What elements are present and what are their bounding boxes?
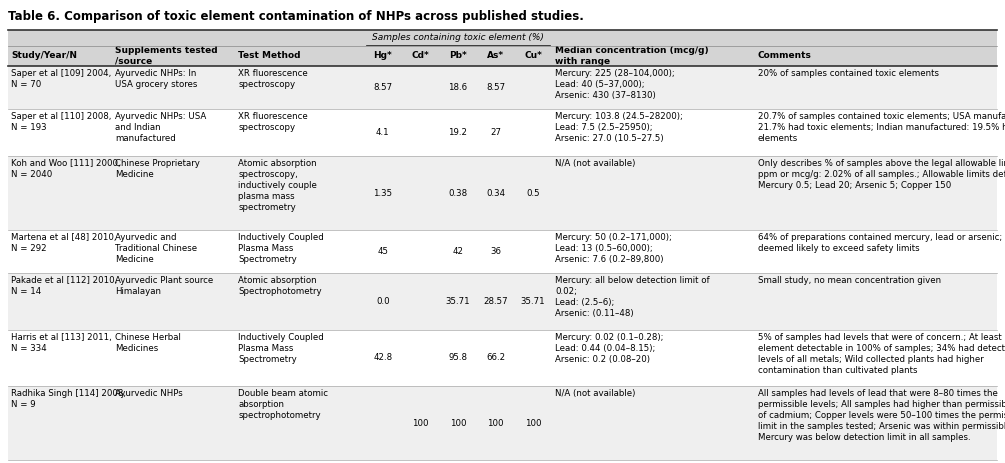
Text: 100: 100 bbox=[487, 419, 504, 427]
Text: Comments: Comments bbox=[758, 51, 812, 61]
Text: Cd*: Cd* bbox=[411, 51, 429, 61]
Text: XR fluorescence
spectroscopy: XR fluorescence spectroscopy bbox=[238, 112, 309, 132]
Text: Double beam atomic
absorption
spectrophotometry: Double beam atomic absorption spectropho… bbox=[238, 389, 329, 420]
Text: 4.1: 4.1 bbox=[376, 128, 390, 137]
Text: 0.0: 0.0 bbox=[376, 297, 390, 306]
Text: Only describes % of samples above the legal allowable limits in
ppm or mcg/g: 2.: Only describes % of samples above the le… bbox=[758, 159, 1005, 190]
Text: Atomic absorption
Spectrophotometry: Atomic absorption Spectrophotometry bbox=[238, 276, 322, 296]
Text: 42: 42 bbox=[452, 247, 463, 256]
Text: Mercury: 225 (28–104,000);
Lead: 40 (5–37,000);
Arsenic: 430 (37–8130): Mercury: 225 (28–104,000); Lead: 40 (5–3… bbox=[555, 69, 674, 100]
Text: Koh and Woo [111] 2000,
N = 2040: Koh and Woo [111] 2000, N = 2040 bbox=[11, 159, 121, 179]
Bar bbox=[8, 230, 997, 273]
Text: Pb*: Pb* bbox=[449, 51, 467, 61]
Text: Hg*: Hg* bbox=[374, 51, 392, 61]
Bar bbox=[8, 330, 997, 386]
Text: 35.71: 35.71 bbox=[445, 297, 470, 306]
Text: Table 6. Comparison of toxic element contamination of NHPs across published stud: Table 6. Comparison of toxic element con… bbox=[8, 10, 584, 23]
Text: 66.2: 66.2 bbox=[486, 353, 506, 363]
Text: 95.8: 95.8 bbox=[448, 353, 467, 363]
Text: Mercury: 103.8 (24.5–28200);
Lead: 7.5 (2.5–25950);
Arsenic: 27.0 (10.5–27.5): Mercury: 103.8 (24.5–28200); Lead: 7.5 (… bbox=[555, 112, 682, 143]
Text: Samples containing toxic element (%): Samples containing toxic element (%) bbox=[372, 33, 544, 43]
Text: 100: 100 bbox=[525, 419, 542, 427]
Text: Saper et al [110] 2008,
N = 193: Saper et al [110] 2008, N = 193 bbox=[11, 112, 112, 132]
Text: N/A (not available): N/A (not available) bbox=[555, 159, 635, 168]
Text: Supplements tested
/source: Supplements tested /source bbox=[115, 46, 217, 66]
Text: Pakade et al [112] 2010,
N = 14: Pakade et al [112] 2010, N = 14 bbox=[11, 276, 118, 296]
Text: Martena et al [48] 2010,
N = 292: Martena et al [48] 2010, N = 292 bbox=[11, 233, 117, 253]
Text: Chinese Proprietary
Medicine: Chinese Proprietary Medicine bbox=[115, 159, 200, 179]
Text: Atomic absorption
spectroscopy,
inductively couple
plasma mass
spectrometry: Atomic absorption spectroscopy, inductiv… bbox=[238, 159, 318, 213]
Text: Ayurvedic and
Traditional Chinese
Medicine: Ayurvedic and Traditional Chinese Medici… bbox=[115, 233, 197, 264]
Bar bbox=[8, 273, 997, 330]
Bar bbox=[8, 156, 997, 230]
Text: 0.5: 0.5 bbox=[527, 188, 540, 198]
Text: 5% of samples had levels that were of concern.; At least one toxic
element detec: 5% of samples had levels that were of co… bbox=[758, 332, 1005, 375]
Text: 100: 100 bbox=[450, 419, 466, 427]
Text: 19.2: 19.2 bbox=[448, 128, 467, 137]
Text: 27: 27 bbox=[490, 128, 501, 137]
Text: 64% of preparations contained mercury, lead or arsenic; 20% were
deemed likely t: 64% of preparations contained mercury, l… bbox=[758, 233, 1005, 253]
Text: 42.8: 42.8 bbox=[373, 353, 392, 363]
Text: Inductively Coupled
Plasma Mass
Spectrometry: Inductively Coupled Plasma Mass Spectrom… bbox=[238, 233, 325, 264]
Text: Chinese Herbal
Medicines: Chinese Herbal Medicines bbox=[115, 332, 181, 353]
Bar bbox=[8, 386, 997, 460]
Text: Median concentration (mcg/g)
with range: Median concentration (mcg/g) with range bbox=[555, 46, 709, 66]
Bar bbox=[8, 30, 997, 66]
Text: 0.34: 0.34 bbox=[486, 188, 506, 198]
Text: 35.71: 35.71 bbox=[521, 297, 546, 306]
Text: Mercury: 50 (0.2–171,000);
Lead: 13 (0.5–60,000);
Arsenic: 7.6 (0.2–89,800): Mercury: 50 (0.2–171,000); Lead: 13 (0.5… bbox=[555, 233, 671, 264]
Text: As*: As* bbox=[487, 51, 505, 61]
Text: 20% of samples contained toxic elements: 20% of samples contained toxic elements bbox=[758, 69, 939, 78]
Text: 8.57: 8.57 bbox=[373, 83, 392, 92]
Text: Ayurvedic NHPs: Ayurvedic NHPs bbox=[115, 389, 183, 398]
Text: 45: 45 bbox=[377, 247, 388, 256]
Text: 20.7% of samples contained toxic elements; USA manufactured:
21.7% had toxic ele: 20.7% of samples contained toxic element… bbox=[758, 112, 1005, 143]
Text: Cu*: Cu* bbox=[525, 51, 542, 61]
Text: Radhika Singh [114] 2008,
N = 9: Radhika Singh [114] 2008, N = 9 bbox=[11, 389, 126, 409]
Text: Ayurvedic NHPs: USA
and Indian
manufactured: Ayurvedic NHPs: USA and Indian manufactu… bbox=[115, 112, 206, 143]
Text: 18.6: 18.6 bbox=[448, 83, 467, 92]
Bar bbox=[8, 66, 997, 109]
Text: Ayurvedic NHPs: In
USA grocery stores: Ayurvedic NHPs: In USA grocery stores bbox=[115, 69, 197, 89]
Text: XR fluorescence
spectroscopy: XR fluorescence spectroscopy bbox=[238, 69, 309, 89]
Text: 36: 36 bbox=[490, 247, 501, 256]
Text: 1.35: 1.35 bbox=[373, 188, 392, 198]
Text: 8.57: 8.57 bbox=[486, 83, 506, 92]
Text: 0.38: 0.38 bbox=[448, 188, 467, 198]
Text: Mercury: all below detection limit of
0.02;
Lead: (2.5–6);
Arsenic: (0.11–48): Mercury: all below detection limit of 0.… bbox=[555, 276, 710, 319]
Text: 28.57: 28.57 bbox=[483, 297, 508, 306]
Text: Inductively Coupled
Plasma Mass
Spectrometry: Inductively Coupled Plasma Mass Spectrom… bbox=[238, 332, 325, 364]
Text: Ayurvedic Plant source
Himalayan: Ayurvedic Plant source Himalayan bbox=[115, 276, 213, 296]
Text: Saper et al [109] 2004,
N = 70: Saper et al [109] 2004, N = 70 bbox=[11, 69, 112, 89]
Bar bbox=[8, 109, 997, 156]
Text: 100: 100 bbox=[412, 419, 429, 427]
Text: Mercury: 0.02 (0.1–0.28);
Lead: 0.44 (0.04–8.15);
Arsenic: 0.2 (0.08–20): Mercury: 0.02 (0.1–0.28); Lead: 0.44 (0.… bbox=[555, 332, 663, 364]
Text: Test Method: Test Method bbox=[238, 51, 300, 61]
Text: Study/Year/N: Study/Year/N bbox=[11, 51, 77, 61]
Text: Small study, no mean concentration given: Small study, no mean concentration given bbox=[758, 276, 941, 285]
Text: Harris et al [113] 2011,
N = 334: Harris et al [113] 2011, N = 334 bbox=[11, 332, 112, 353]
Text: N/A (not available): N/A (not available) bbox=[555, 389, 635, 398]
Text: All samples had levels of lead that were 8–80 times the
permissible levels; All : All samples had levels of lead that were… bbox=[758, 389, 1005, 443]
